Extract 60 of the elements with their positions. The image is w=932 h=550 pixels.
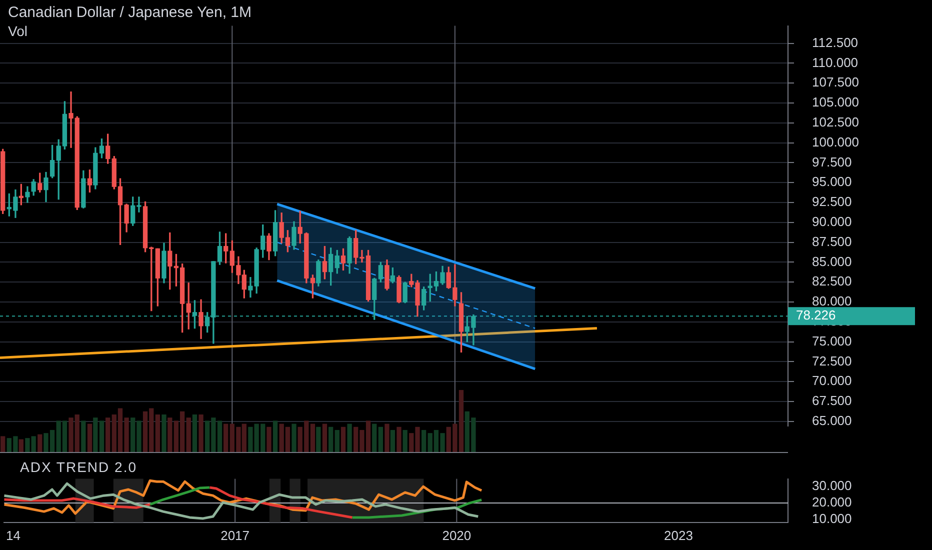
bar [0, 436, 6, 452]
bar [372, 424, 377, 452]
bar [186, 418, 191, 452]
y-tick-label: 65.000 [812, 413, 852, 428]
y-tick-label: 102.500 [812, 114, 859, 130]
y-tick-label: 107.500 [812, 74, 859, 90]
chart-title: Vol [8, 23, 28, 39]
bar [192, 414, 198, 452]
y-tick-label: 105.000 [812, 94, 859, 110]
x-tick-label: 2017 [220, 528, 250, 543]
bar [334, 430, 340, 452]
y-tick-label: 87.500 [812, 234, 852, 249]
bar [168, 418, 172, 452]
bar [224, 424, 228, 452]
x-tick-label: 2020 [442, 528, 472, 543]
y-tick-label: 70.000 [812, 373, 852, 388]
ref-line-label: 78.226 [796, 308, 836, 323]
y-tick-label: 20.000 [812, 494, 852, 510]
bar [18, 439, 24, 452]
y-tick-label: 10.000 [812, 511, 852, 526]
y-tick-label: 110.000 [812, 54, 858, 70]
chart-title: Canadian Dollar / Japanese Yen, 1M [8, 4, 252, 21]
bar [272, 420, 278, 452]
chart-title: ADX TREND 2.0 [20, 459, 137, 475]
bar [87, 424, 92, 452]
y-tick-label: 30.000 [812, 478, 852, 494]
y-tick-label: 75.000 [812, 333, 852, 348]
bar [390, 430, 396, 452]
y-tick-label: 67.500 [812, 393, 852, 408]
y-tick-label: 97.500 [812, 154, 852, 170]
bar [292, 424, 296, 452]
bar [316, 426, 321, 452]
bar [266, 426, 272, 452]
y-tick-label: 80.000 [812, 294, 852, 309]
y-tick-label: 82.500 [812, 274, 852, 289]
bar [402, 430, 408, 452]
y-tick-label: 95.000 [812, 174, 852, 190]
bar [155, 414, 160, 452]
y-tick-label: 100.000 [812, 134, 859, 150]
bar [322, 424, 328, 452]
bar [396, 426, 402, 452]
bar [310, 424, 316, 452]
bar [162, 414, 166, 452]
bar [384, 424, 390, 452]
bar [378, 426, 384, 452]
bar [328, 426, 334, 452]
y-tick-label: 72.500 [812, 353, 852, 368]
x-tick-label: 2023 [664, 528, 693, 543]
y-tick-label: 90.000 [812, 214, 852, 229]
bar [340, 426, 346, 452]
bar [198, 414, 204, 452]
bar [347, 424, 352, 452]
y-tick-label: 85.000 [812, 254, 852, 269]
bar [421, 430, 426, 452]
y-tick-label: 92.500 [812, 194, 852, 210]
bar [81, 420, 86, 452]
bar [38, 434, 42, 452]
y-tick-label: 112.500 [812, 34, 858, 50]
bar [106, 418, 110, 452]
x-tick-label: 14 [6, 528, 20, 543]
